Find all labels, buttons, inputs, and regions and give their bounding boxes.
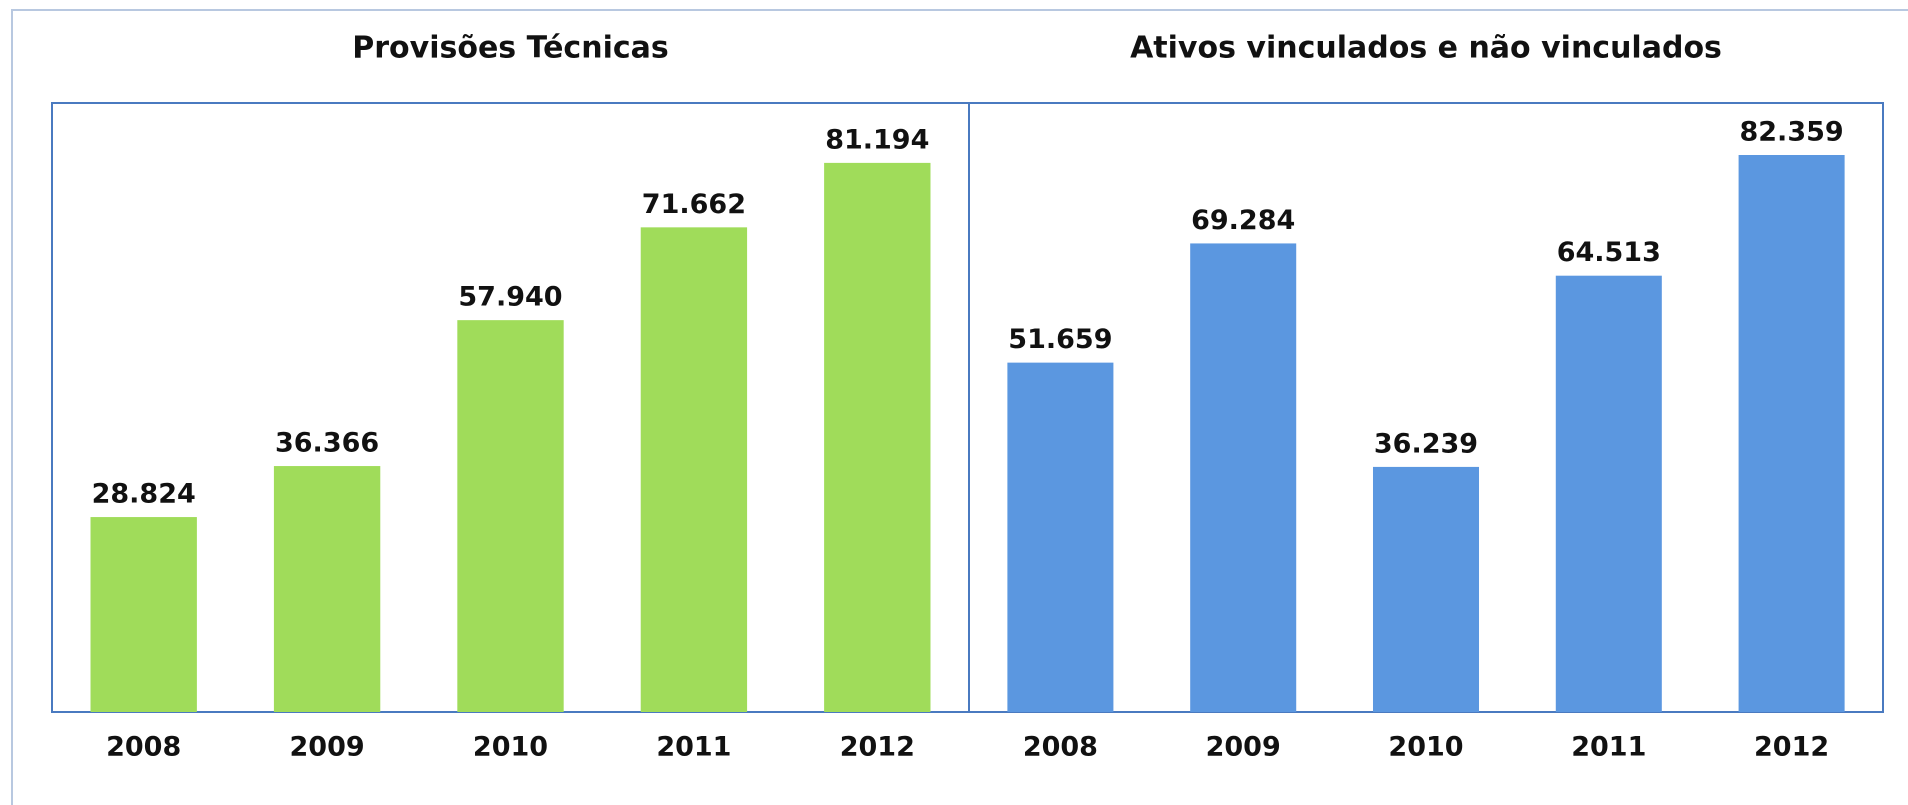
- x-tick-label: 2012: [840, 732, 915, 763]
- value-label: 36.239: [1374, 428, 1478, 459]
- value-label: 64.513: [1557, 237, 1661, 268]
- bar: [457, 320, 564, 712]
- bar: [1555, 275, 1662, 712]
- x-tick-label: 2008: [106, 732, 181, 763]
- bar: [1372, 466, 1480, 712]
- value-label: 51.659: [1008, 324, 1112, 355]
- plot-frame: [51, 102, 1884, 713]
- chart-title: Ativos vinculados e não vinculados: [1130, 31, 1722, 66]
- x-tick-label: 2010: [1388, 732, 1463, 763]
- value-label: 81.194: [825, 124, 929, 155]
- x-tick-label: 2011: [656, 732, 731, 763]
- chart-title: Provisões Técnicas: [352, 31, 668, 66]
- value-label: 69.284: [1191, 205, 1295, 236]
- outer-frame: [11, 9, 1908, 805]
- bar: [1190, 243, 1297, 712]
- x-tick-label: 2009: [1206, 732, 1281, 763]
- x-tick-label: 2010: [473, 732, 548, 763]
- bar: [1007, 362, 1114, 712]
- x-tick-label: 2012: [1754, 732, 1829, 763]
- bar: [824, 162, 931, 713]
- x-tick-label: 2011: [1571, 732, 1646, 763]
- value-label: 28.824: [92, 479, 196, 510]
- value-label: 57.940: [458, 282, 562, 313]
- value-label: 36.366: [275, 428, 379, 459]
- bar: [640, 227, 748, 712]
- value-label: 71.662: [642, 189, 746, 220]
- x-tick-label: 2009: [290, 732, 365, 763]
- bar: [90, 517, 197, 712]
- bar: [1738, 155, 1845, 712]
- value-label: 82.359: [1739, 117, 1843, 148]
- x-tick-label: 2008: [1023, 732, 1098, 763]
- bar: [273, 466, 381, 712]
